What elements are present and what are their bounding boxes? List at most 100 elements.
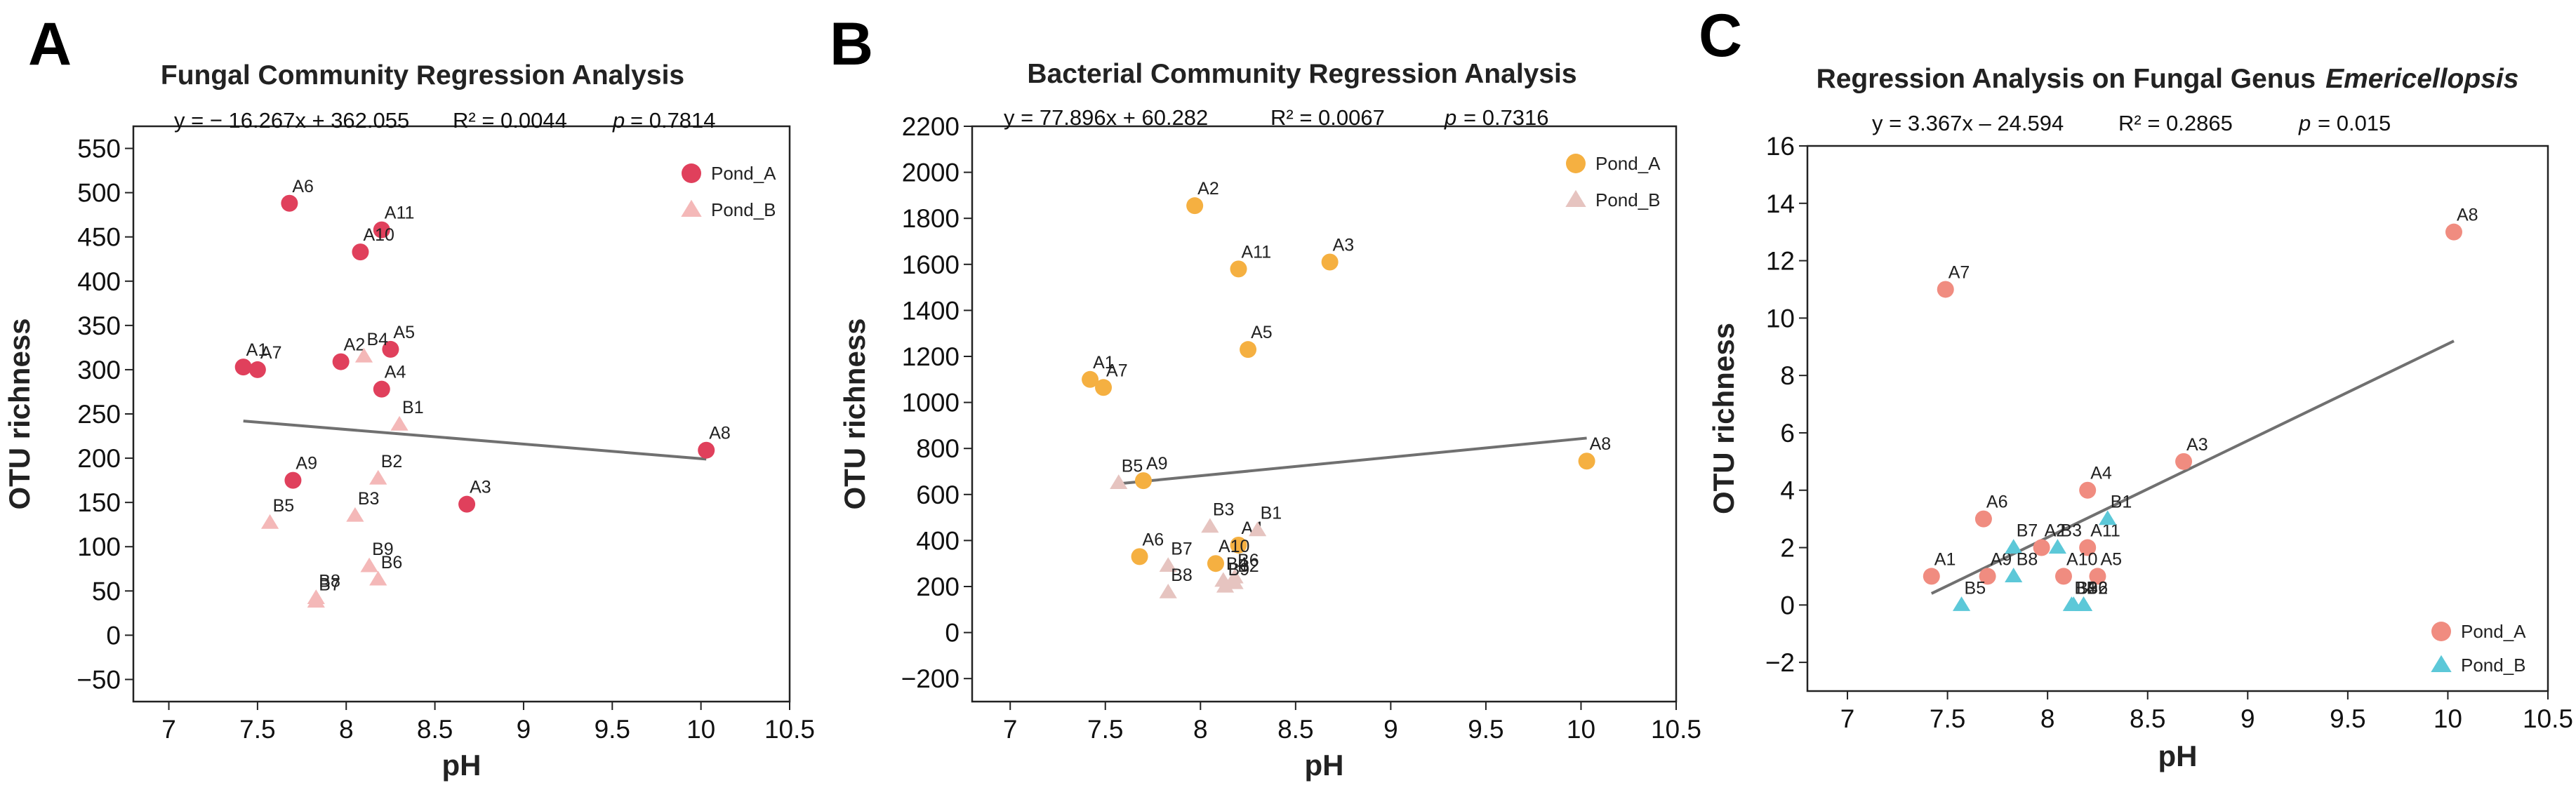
p-value: = 0.7814	[630, 108, 716, 133]
point-label-b1: B1	[2111, 493, 2132, 512]
data-point-a3	[2175, 453, 2193, 470]
x-tick-label: 10.5	[764, 715, 815, 744]
y-axis-label: OTU richness	[3, 318, 36, 509]
point-label-b1: B1	[402, 398, 424, 417]
chart-title-text: Regression Analysis on Fungal Genus	[1817, 64, 2316, 94]
regression-line	[243, 420, 707, 461]
chart-panel-b: Bacterial Community Regression Analysis y…	[838, 59, 1701, 782]
point-label-a5: A5	[393, 323, 415, 342]
point-label-a6: A6	[292, 177, 314, 196]
point-label-b9: B9	[372, 540, 394, 559]
point-label-a1: A1	[1934, 549, 1956, 569]
data-point-a4	[373, 380, 390, 398]
x-tick-label: 9	[2240, 704, 2255, 733]
y-tick-label: −200	[901, 664, 960, 693]
regression-equation: y = 3.367x – 24.594	[1872, 111, 2064, 135]
point-label-a2: A2	[1197, 179, 1219, 199]
data-point-a10	[2054, 568, 2072, 585]
data-point-b7	[2005, 539, 2023, 554]
data-point-a5	[1240, 341, 1257, 359]
point-label-b4: B4	[2074, 578, 2096, 598]
point-label-a11: A11	[1242, 242, 1272, 262]
plot-frame	[1806, 145, 2549, 692]
data-point-a4	[2079, 481, 2097, 499]
y-tick-label: 6	[1780, 419, 1795, 448]
y-tick-label: 550	[77, 135, 121, 163]
x-tick-label: 8.5	[1277, 715, 1313, 744]
point-label-b4: B4	[1226, 554, 1248, 574]
y-tick-label: 1000	[902, 389, 960, 417]
p-value: = 0.015	[2318, 111, 2391, 135]
y-tick-label: 50	[92, 577, 121, 605]
p-value: = 0.7316	[1463, 105, 1549, 130]
data-point-a10	[352, 243, 369, 261]
data-point-a8	[2445, 223, 2462, 241]
data-point-a3	[458, 495, 476, 513]
y-tick-label: 0	[945, 619, 960, 648]
y-tick-label: 250	[77, 400, 121, 429]
x-tick-label: 8	[339, 715, 354, 744]
r-squared: R² = 0.0067	[1270, 105, 1385, 130]
regression-equation: y = − 16.267x + 362.055	[174, 108, 409, 133]
point-label-a6: A6	[1986, 493, 2008, 512]
point-label-a9: A9	[1146, 454, 1168, 474]
point-label-a8: A8	[1590, 434, 1612, 454]
legend-marker-pond_a	[682, 163, 701, 183]
x-tick-label: 10.5	[2523, 704, 2573, 733]
y-tick-label: 200	[916, 572, 960, 601]
data-point-a9	[1979, 568, 1996, 585]
x-tick-label: 10	[1567, 715, 1595, 744]
point-label-b7: B7	[1171, 539, 1193, 558]
point-label-b1: B1	[1261, 504, 1282, 523]
point-label-a7: A7	[260, 343, 282, 363]
legend-label-pond_b: Pond_B	[711, 199, 776, 220]
point-label-b6: B6	[381, 553, 403, 572]
p-label: p	[612, 108, 625, 133]
panel-letter-b: B	[830, 11, 873, 78]
data-point-a9	[1134, 472, 1152, 490]
regression-equation: y = 77.896x + 60.282	[1004, 105, 1208, 130]
y-tick-label: 10	[1766, 304, 1795, 333]
legend-marker-pond_a	[2431, 622, 2451, 641]
data-point-b5	[1952, 596, 1971, 611]
y-axis-label: OTU richness	[838, 318, 871, 509]
data-point-a1	[1082, 370, 1099, 388]
y-tick-label: 12	[1766, 247, 1795, 276]
data-point-b3	[1201, 518, 1219, 533]
data-point-b8	[1159, 583, 1177, 598]
y-tick-label: 1200	[902, 342, 960, 371]
point-label-b6: B6	[2086, 578, 2108, 598]
legend-label-pond_a: Pond_A	[2461, 621, 2526, 642]
data-point-b2	[1226, 574, 1244, 589]
point-label-b2: B2	[1237, 556, 1259, 576]
point-label-a5: A5	[1251, 323, 1273, 342]
point-label-a1: A1	[246, 340, 268, 360]
point-label-a10: A10	[363, 225, 394, 245]
y-tick-label: 400	[77, 267, 121, 296]
data-point-b5	[260, 514, 279, 529]
data-point-a11	[373, 221, 390, 239]
point-label-b3: B3	[2060, 521, 2082, 541]
data-point-a11	[1230, 260, 1247, 278]
data-point-a8	[1578, 453, 1595, 470]
point-label-a4: A4	[2090, 464, 2112, 483]
point-label-b6: B6	[1237, 551, 1259, 570]
data-point-a3	[1321, 253, 1339, 271]
point-label-a5: A5	[2100, 549, 2122, 569]
data-point-b5	[1110, 474, 1128, 489]
point-label-b8: B8	[319, 571, 340, 591]
data-point-a2	[1186, 197, 1204, 215]
x-tick-label: 8.5	[2130, 704, 2165, 733]
panel-letter-c: C	[1699, 2, 1742, 69]
y-tick-label: −2	[1765, 648, 1795, 677]
point-label-a2: A2	[2045, 521, 2066, 541]
point-label-a7: A7	[1106, 361, 1128, 380]
data-point-b4	[354, 347, 373, 363]
r-squared: R² = 0.2865	[2118, 111, 2233, 135]
plot-frame	[971, 125, 1678, 703]
y-tick-label: 1400	[902, 296, 960, 325]
point-label-b9: B9	[2076, 578, 2098, 598]
x-tick-label: 7	[161, 715, 176, 744]
data-point-a6	[1974, 510, 1992, 528]
legend-marker-pond_b	[2431, 655, 2452, 672]
